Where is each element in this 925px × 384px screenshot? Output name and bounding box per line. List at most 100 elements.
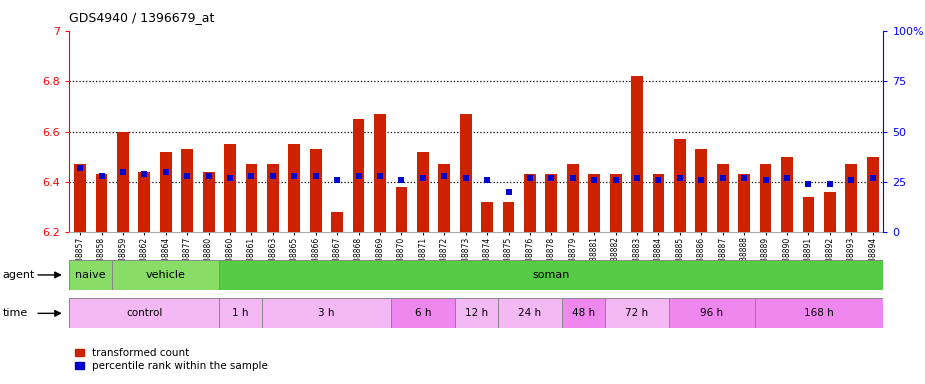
Bar [98,173,105,179]
Bar [717,164,729,232]
Bar [112,260,219,290]
Bar [390,298,455,328]
Bar [374,114,386,232]
Legend: transformed count, percentile rank within the sample: transformed count, percentile rank withi… [75,348,268,371]
Bar [462,175,469,181]
Bar [313,173,319,179]
Text: 6 h: 6 h [414,308,431,318]
Bar [460,114,472,232]
Bar [267,164,278,232]
Bar [331,212,343,232]
Text: vehicle: vehicle [146,270,186,280]
Bar [184,173,191,179]
Bar [781,157,793,232]
Bar [142,171,147,177]
Bar [219,298,262,328]
Bar [441,173,448,179]
Text: 3 h: 3 h [318,308,335,318]
Text: GDS4940 / 1396679_at: GDS4940 / 1396679_at [69,12,215,25]
Text: naive: naive [76,270,106,280]
Bar [352,119,364,232]
Bar [420,175,426,181]
Bar [674,139,685,232]
Bar [567,164,579,232]
Bar [291,173,297,179]
Bar [588,174,600,232]
Bar [591,177,598,183]
Bar [355,173,362,179]
Bar [546,174,557,232]
Text: soman: soman [533,270,570,280]
Bar [270,173,276,179]
Bar [203,172,215,232]
Bar [417,152,428,232]
Bar [438,164,450,232]
Bar [69,298,219,328]
Bar [698,177,704,183]
Bar [562,298,605,328]
Text: time: time [3,308,28,318]
Bar [867,157,879,232]
Bar [631,76,643,232]
Bar [784,175,790,181]
Bar [377,173,383,179]
Bar [605,298,669,328]
Bar [652,174,664,232]
Bar [120,169,126,175]
Bar [249,173,254,179]
Text: 72 h: 72 h [625,308,648,318]
Bar [262,298,390,328]
Bar [505,189,512,195]
Bar [549,175,554,181]
Bar [677,175,683,181]
Bar [634,175,640,181]
Bar [656,177,661,183]
Bar [845,164,857,232]
Bar [759,164,771,232]
Bar [870,175,876,181]
Text: 24 h: 24 h [518,308,541,318]
Bar [720,175,726,181]
Text: agent: agent [3,270,35,280]
Bar [77,165,83,170]
Bar [827,181,832,187]
Bar [824,192,835,232]
Bar [502,202,514,232]
Bar [738,174,750,232]
Bar [669,298,755,328]
Text: 168 h: 168 h [804,308,834,318]
Bar [848,177,855,183]
Bar [612,177,619,183]
Text: 1 h: 1 h [232,308,249,318]
Bar [524,174,536,232]
Bar [481,202,493,232]
Bar [498,298,562,328]
Bar [806,181,811,187]
Bar [484,177,490,183]
Bar [74,164,86,232]
Bar [160,152,172,232]
Bar [219,260,883,290]
Bar [289,144,301,232]
Bar [696,149,708,232]
Bar [163,169,168,175]
Bar [741,175,747,181]
Bar [570,175,575,181]
Bar [803,197,814,232]
Text: 12 h: 12 h [464,308,488,318]
Bar [310,149,322,232]
Bar [399,177,404,183]
Bar [755,298,883,328]
Bar [455,298,498,328]
Bar [69,260,112,290]
Bar [139,172,150,232]
Bar [227,175,233,181]
Bar [181,149,193,232]
Bar [117,132,129,232]
Bar [396,187,407,232]
Bar [224,144,236,232]
Text: 48 h: 48 h [572,308,595,318]
Bar [527,175,533,181]
Text: 96 h: 96 h [700,308,723,318]
Bar [334,177,340,183]
